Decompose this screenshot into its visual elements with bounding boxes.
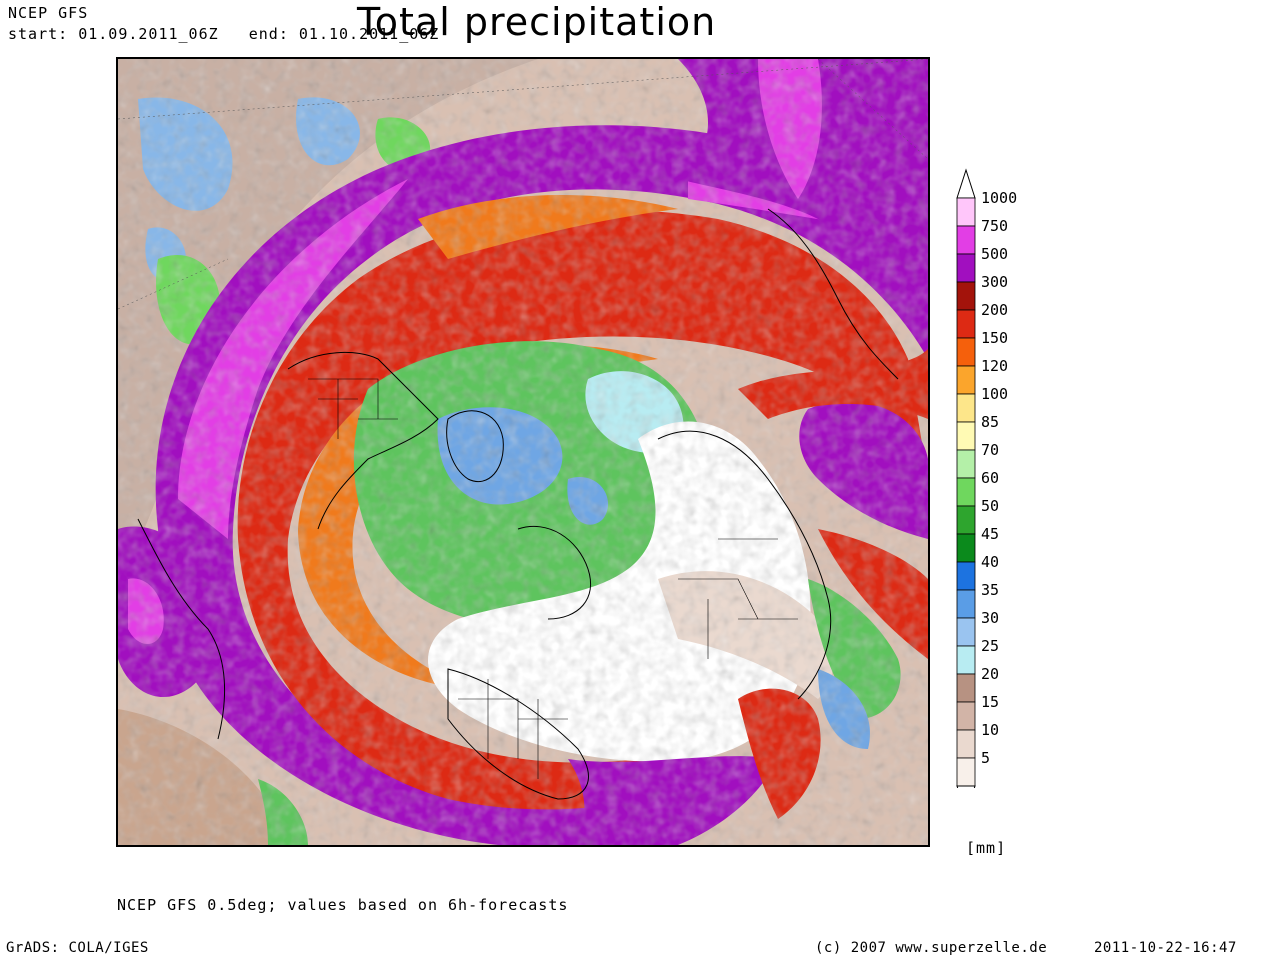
grads-credit: GrADS: COLA/IGES (6, 940, 149, 956)
legend-label: 60 (981, 469, 999, 487)
legend-label: 15 (981, 693, 999, 711)
render-timestamp: 2011-10-22-16:47 (1094, 940, 1237, 956)
legend-swatch (956, 365, 976, 395)
coastline-asia (657, 430, 832, 700)
legend-label: 300 (981, 273, 1008, 291)
legend-swatch (956, 309, 976, 339)
political-borders (308, 378, 798, 779)
coastline-west (137, 518, 225, 740)
meridians (118, 59, 928, 310)
border-lines-asia (678, 538, 798, 659)
legend-swatch (956, 197, 976, 227)
color-legend: 1000 750 500 300 200 150 120 100 85 70 60 50 45 40 35 3… (956, 168, 1017, 788)
legend-label: 70 (981, 441, 999, 459)
legend-swatch (956, 645, 976, 675)
legend-swatch (956, 225, 976, 255)
legend-swatch (956, 589, 976, 619)
legend-label: 45 (981, 525, 999, 543)
coastlines (137, 208, 899, 800)
meridian-2 (118, 258, 229, 310)
legend-swatch (956, 337, 976, 367)
legend-label: 50 (981, 497, 999, 515)
legend-arrow-min (956, 785, 976, 788)
legend-swatch (956, 673, 976, 703)
legend-label: 40 (981, 553, 999, 571)
legend-swatch (956, 757, 976, 787)
precipitation-map (116, 57, 930, 847)
coastline-greenland (446, 410, 504, 482)
legend-label: 35 (981, 581, 999, 599)
legend-swatch (956, 253, 976, 283)
coastline-europe (517, 525, 592, 620)
legend-swatch (956, 617, 976, 647)
legend-arrow-max (956, 168, 976, 199)
legend-swatch (956, 449, 976, 479)
border-lines-americas (308, 378, 398, 439)
legend-swatch (956, 729, 976, 759)
legend-swatch (956, 281, 976, 311)
legend-label: 1000 (981, 189, 1017, 207)
legend-swatch (956, 477, 976, 507)
coastline-africa (447, 668, 589, 800)
legend-swatch (956, 393, 976, 423)
legend-label: 120 (981, 357, 1008, 375)
end-label: end: 01.10.2011_06Z (248, 25, 440, 43)
legend-unit: [mm] (966, 839, 1007, 857)
legend-label: 20 (981, 665, 999, 683)
legend-swatch (956, 701, 976, 731)
legend-label: 500 (981, 245, 1008, 263)
start-label: start: 01.09.2011_06Z (8, 25, 219, 43)
coastline-north-america (287, 351, 439, 530)
legend-label: 150 (981, 329, 1008, 347)
forecast-period: start: 01.09.2011_06Z end: 01.10.2011_06… (8, 25, 439, 43)
legend-label: 30 (981, 609, 999, 627)
legend-label: 10 (981, 721, 999, 739)
legend-label: 100 (981, 385, 1008, 403)
legend-swatch (956, 505, 976, 535)
legend-label: 750 (981, 217, 1008, 235)
coastline-east (767, 208, 899, 380)
map-title: Total precipitation (357, 0, 717, 44)
precipitation-field (118, 59, 928, 845)
legend-swatch (956, 561, 976, 591)
legend-swatch (956, 421, 976, 451)
legend-swatch (956, 533, 976, 563)
meridian-1 (118, 59, 928, 120)
copyright-notice: (c) 2007 www.superzelle.de (815, 940, 1048, 956)
legend-label: 85 (981, 413, 999, 431)
model-name: NCEP GFS (8, 4, 89, 22)
legend-label: 200 (981, 301, 1008, 319)
legend-label: 5 (981, 749, 990, 767)
data-source-note: NCEP GFS 0.5deg; values based on 6h-fore… (117, 896, 569, 914)
border-lines-africa (458, 679, 568, 779)
field-noise (118, 59, 928, 845)
legend-label: 25 (981, 637, 999, 655)
